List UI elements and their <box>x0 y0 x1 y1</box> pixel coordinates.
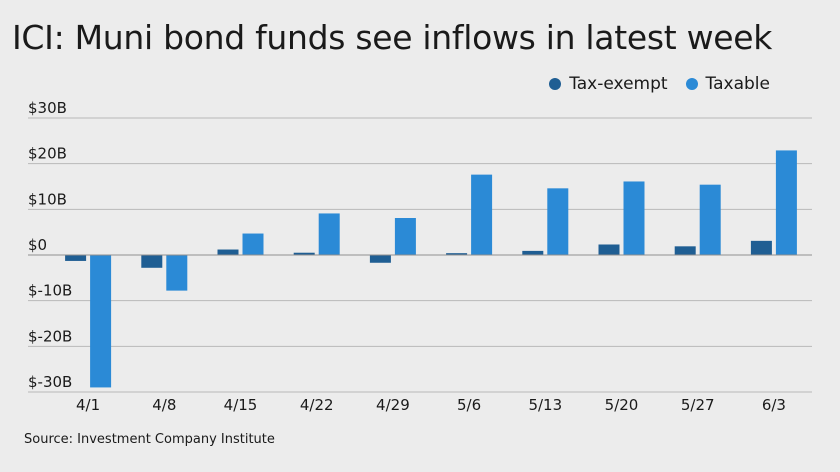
y-tick-label: $-30B <box>28 373 72 391</box>
source-note: Source: Investment Company Institute <box>24 432 275 447</box>
bar-tax-exempt <box>141 255 163 268</box>
bar-tax-exempt <box>598 244 620 255</box>
legend: Tax-exempt Taxable <box>549 74 770 94</box>
bar-taxable <box>318 213 340 255</box>
y-tick-label: $-10B <box>28 282 72 300</box>
x-tick-label: 4/1 <box>76 396 100 414</box>
bar-taxable <box>242 233 264 255</box>
bar-taxable <box>166 255 188 291</box>
bar-tax-exempt <box>65 255 87 261</box>
bar-taxable <box>90 255 112 388</box>
bar-taxable <box>623 181 645 255</box>
bar-tax-exempt <box>446 253 468 255</box>
x-tick-label: 5/13 <box>528 396 562 414</box>
bar-taxable <box>775 150 797 255</box>
x-tick-label: 4/22 <box>300 396 334 414</box>
bar-tax-exempt <box>522 250 544 255</box>
bar-tax-exempt <box>217 249 239 255</box>
bar-tax-exempt <box>369 255 391 263</box>
legend-item-taxable: Taxable <box>685 74 770 94</box>
y-tick-label: $10B <box>28 190 67 208</box>
legend-label-tax-exempt: Tax-exempt <box>569 74 668 94</box>
legend-item-tax-exempt: Tax-exempt <box>549 74 668 94</box>
x-tick-label: 5/6 <box>457 396 481 414</box>
y-tick-label: $20B <box>28 145 67 163</box>
x-tick-label: 6/3 <box>762 396 786 414</box>
bar-tax-exempt <box>674 246 696 255</box>
x-tick-label: 4/8 <box>152 396 176 414</box>
bar-tax-exempt <box>750 240 772 255</box>
legend-label-taxable: Taxable <box>705 74 770 94</box>
legend-swatch-tax-exempt <box>549 78 562 90</box>
x-tick-label: 4/29 <box>376 396 410 414</box>
y-tick-label: $-20B <box>28 327 72 345</box>
bar-taxable <box>699 184 721 255</box>
bar-taxable <box>471 174 493 255</box>
x-tick-label: 5/20 <box>605 396 639 414</box>
chart-title: ICI: Muni bond funds see inflows in late… <box>12 18 773 57</box>
y-tick-label: $0 <box>28 236 47 254</box>
x-tick-label: 5/27 <box>681 396 715 414</box>
bar-taxable <box>547 188 569 255</box>
x-tick-label: 4/15 <box>224 396 258 414</box>
bar-taxable <box>394 218 416 255</box>
legend-swatch-taxable <box>685 78 698 90</box>
y-tick-label: $30B <box>28 99 67 117</box>
bar-tax-exempt <box>293 252 315 255</box>
